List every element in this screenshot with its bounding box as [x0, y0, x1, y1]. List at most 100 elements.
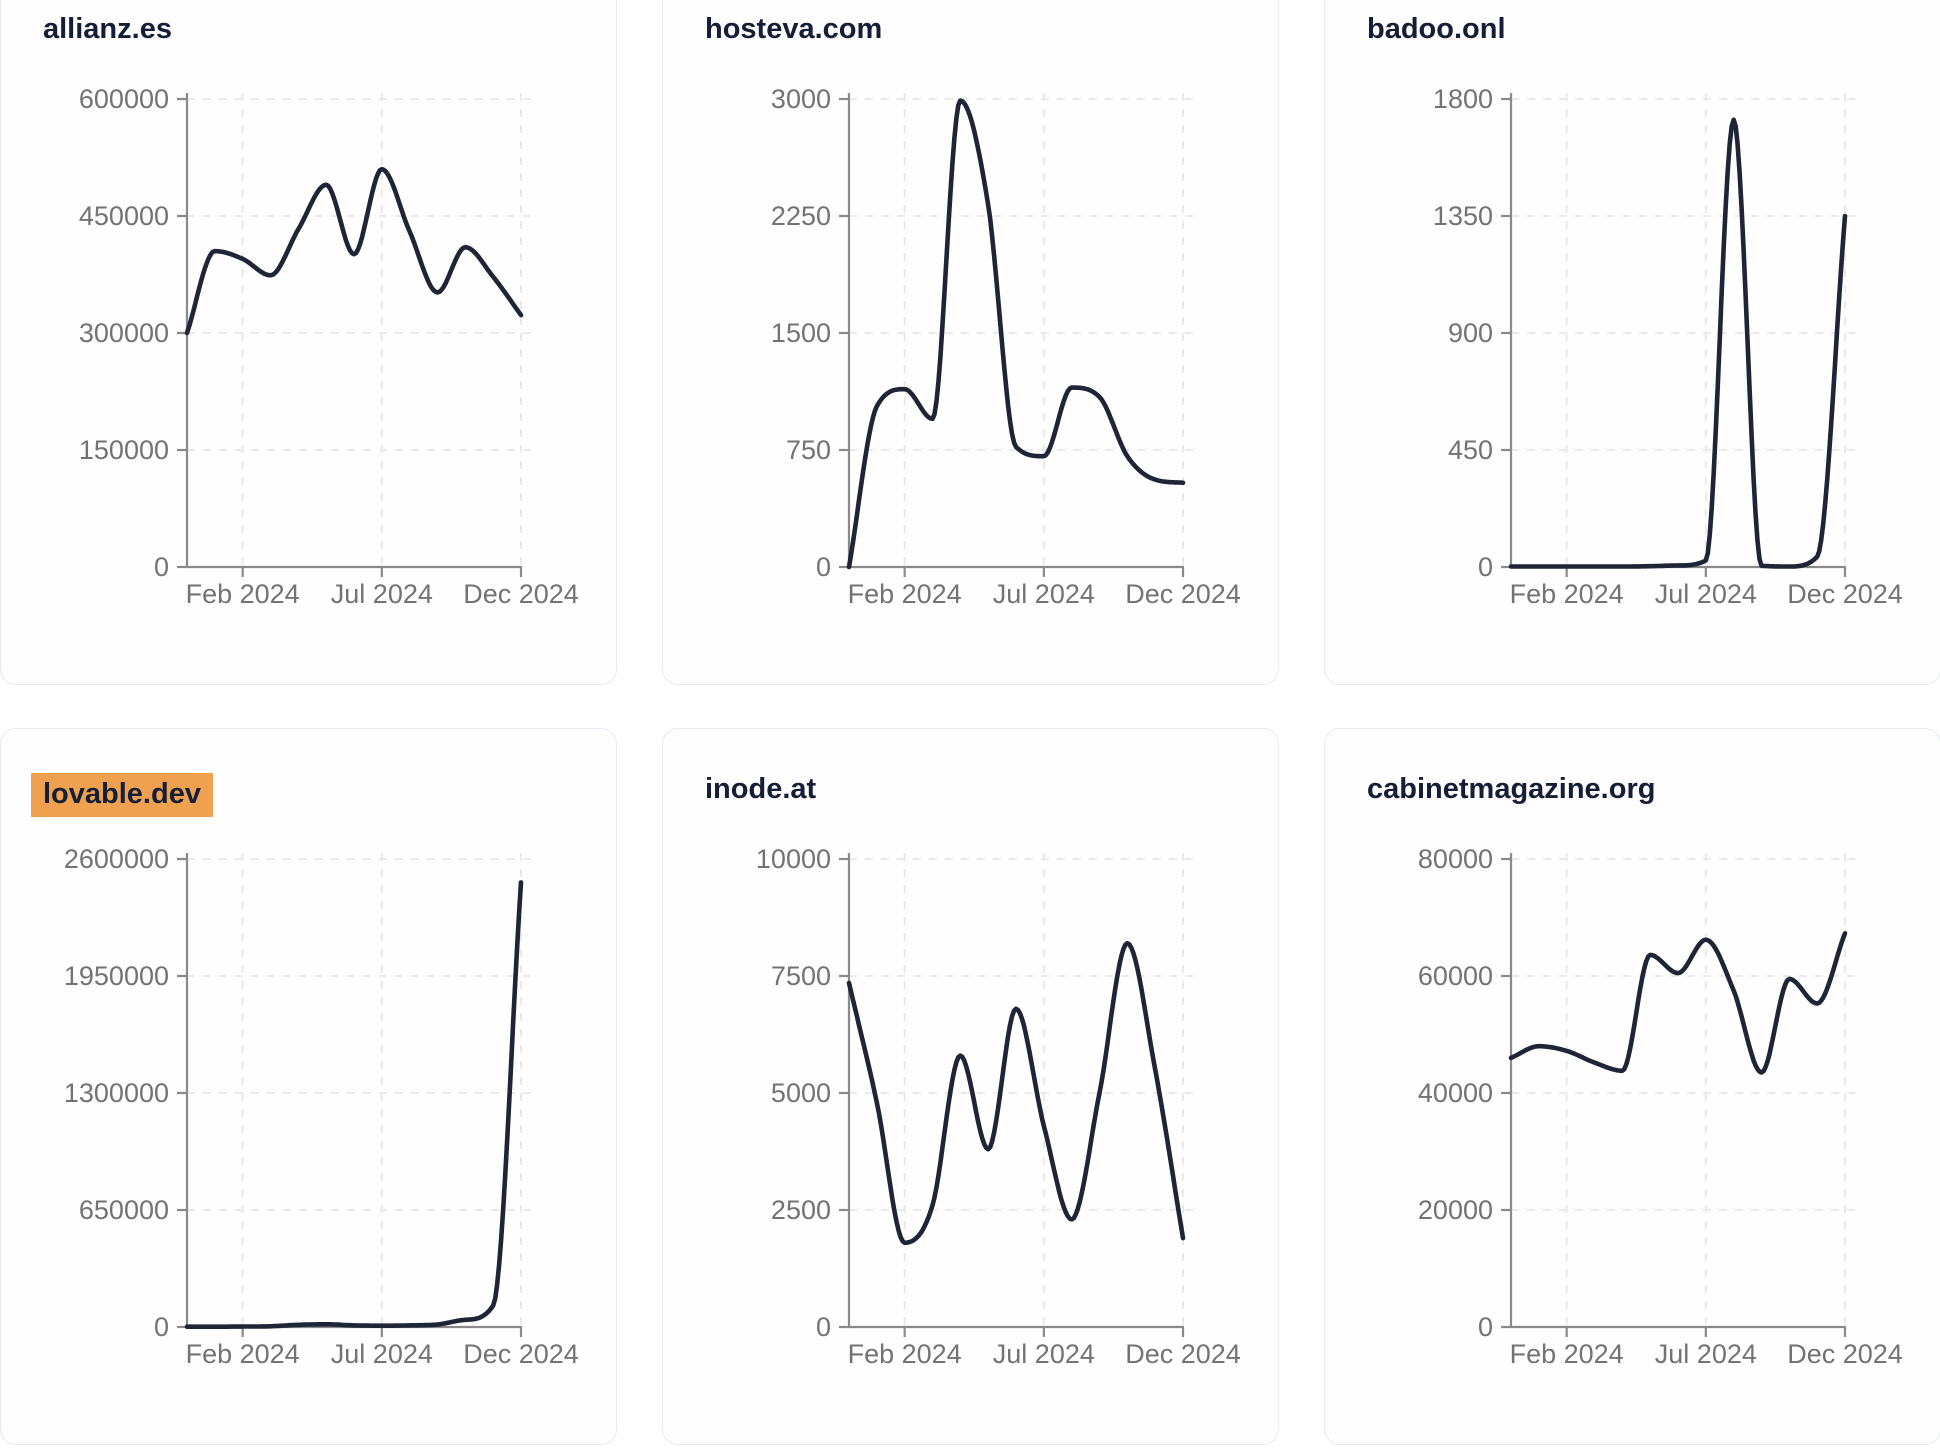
- x-tick-label: Jul 2024: [1655, 1339, 1757, 1369]
- y-tick-label: 0: [816, 552, 831, 582]
- y-tick-label: 5000: [771, 1078, 831, 1108]
- axis-labels: 0 650000 1300000 1950000 2600000 Feb 2024 Jul …: [64, 844, 579, 1369]
- y-tick-label: 1300000: [64, 1078, 169, 1108]
- axis: [185, 853, 522, 1329]
- y-tick-label: 150000: [79, 435, 169, 465]
- chart-title: badoo.onl: [1325, 13, 1940, 46]
- grid-lines: [849, 93, 1197, 567]
- y-tick-label: 80000: [1418, 844, 1493, 874]
- chart-title: lovable.dev: [1, 773, 616, 818]
- line-chart: 0 150000 300000 450000 600000 Feb 2024 Jul 202…: [79, 84, 579, 609]
- x-tick-label: Feb 2024: [848, 1339, 962, 1369]
- y-tick-label: 1950000: [64, 961, 169, 991]
- line-chart: 0 2500 5000 7500 10000 Feb 2024 Jul 2024 Dec 20…: [756, 844, 1241, 1369]
- series-line: [184, 880, 524, 1329]
- y-tick-label: 2600000: [64, 844, 169, 874]
- grid-lines: [187, 93, 535, 567]
- axes: [839, 853, 1185, 1337]
- x-tick-label: Jul 2024: [331, 1339, 433, 1369]
- y-tick-label: 60000: [1418, 961, 1493, 991]
- axes: [177, 853, 523, 1337]
- chart-title-text: hosteva.com: [705, 13, 883, 45]
- series-line: [1508, 931, 1848, 1075]
- grid-lines: [1511, 853, 1859, 1327]
- y-tick-label: 600000: [79, 84, 169, 114]
- axis: [847, 853, 1184, 1329]
- x-tick-label: Dec 2024: [1125, 1339, 1241, 1369]
- x-tick-label: Dec 2024: [1787, 579, 1903, 609]
- chart-card-badoo.onl: badoo.onl 0 450 900 1350 1800 Feb 2024 Jul 202…: [1324, 0, 1940, 685]
- series-line: [846, 940, 1186, 1246]
- grid-lines: [849, 853, 1197, 1327]
- y-tick-label: 450000: [79, 201, 169, 231]
- x-tick-label: Jul 2024: [1655, 579, 1757, 609]
- series-line: [184, 166, 524, 336]
- axes: [177, 93, 523, 577]
- y-tick-label: 0: [816, 1312, 831, 1342]
- axis-labels: 0 20000 40000 60000 80000 Feb 2024 Jul 2024 Dec…: [1418, 844, 1903, 1369]
- axis: [1509, 853, 1846, 1329]
- x-tick-label: Feb 2024: [186, 1339, 300, 1369]
- y-tick-label: 1350: [1433, 201, 1493, 231]
- y-tick-label: 0: [154, 552, 169, 582]
- y-tick-label: 0: [154, 1312, 169, 1342]
- chart-title-text: inode.at: [705, 773, 817, 805]
- grid-lines: [1511, 93, 1859, 567]
- y-tick-label: 750: [786, 435, 831, 465]
- line-chart: 0 750 1500 2250 3000 Feb 2024 Jul 2024 Dec 2024: [771, 84, 1241, 609]
- x-tick-label: Dec 2024: [463, 1339, 579, 1369]
- y-tick-label: 0: [1478, 552, 1493, 582]
- chart-title: allianz.es: [1, 13, 616, 46]
- axes: [839, 93, 1185, 577]
- series-line: [846, 98, 1186, 570]
- chart-card-allianz.es: allianz.es 0 150000 300000 450000 600000 Feb …: [0, 0, 617, 685]
- chart-card-cabinetmagazine.org: cabinetmagazine.org 0 20000 40000 60000 8000…: [1324, 728, 1940, 1445]
- chart-title: hosteva.com: [663, 13, 1278, 46]
- chart-card-inode.at: inode.at 0 2500 5000 7500 10000 Feb 2024 Jul 2…: [662, 728, 1279, 1445]
- x-tick-label: Feb 2024: [1510, 579, 1624, 609]
- line-chart: 0 450 900 1350 1800 Feb 2024 Jul 2024 Dec 2024: [1433, 84, 1903, 609]
- y-tick-label: 900: [1448, 318, 1493, 348]
- y-tick-label: 650000: [79, 1195, 169, 1225]
- y-tick-label: 300000: [79, 318, 169, 348]
- y-tick-label: 450: [1448, 435, 1493, 465]
- y-tick-label: 10000: [756, 844, 831, 874]
- chart-card-lovable.dev: lovable.dev 0 650000 1300000 1950000 2600000…: [0, 728, 617, 1445]
- x-tick-label: Feb 2024: [1510, 1339, 1624, 1369]
- x-tick-label: Dec 2024: [1125, 579, 1241, 609]
- x-tick-label: Feb 2024: [848, 579, 962, 609]
- y-tick-label: 0: [1478, 1312, 1493, 1342]
- x-tick-label: Jul 2024: [993, 579, 1095, 609]
- y-tick-label: 2500: [771, 1195, 831, 1225]
- chart-title-text: cabinetmagazine.org: [1367, 773, 1656, 805]
- axis-labels: 0 450 900 1350 1800 Feb 2024 Jul 2024 Dec 2024: [1433, 84, 1903, 609]
- axis: [847, 93, 1184, 569]
- y-tick-label: 2250: [771, 201, 831, 231]
- chart-card-hosteva.com: hosteva.com 0 750 1500 2250 3000 Feb 2024 Jul …: [662, 0, 1279, 685]
- x-tick-label: Feb 2024: [186, 579, 300, 609]
- axes: [1501, 93, 1847, 577]
- chart-title: inode.at: [663, 773, 1278, 806]
- chart-title-text: allianz.es: [43, 13, 172, 45]
- chart-title: cabinetmagazine.org: [1325, 773, 1940, 806]
- x-tick-label: Dec 2024: [1787, 1339, 1903, 1369]
- chart-title-text: lovable.dev: [31, 773, 213, 818]
- x-tick-label: Jul 2024: [331, 579, 433, 609]
- series-line: [1508, 117, 1848, 569]
- y-tick-label: 7500: [771, 961, 831, 991]
- y-tick-label: 1800: [1433, 84, 1493, 114]
- y-tick-label: 1500: [771, 318, 831, 348]
- axis: [185, 93, 522, 569]
- grid-lines: [187, 853, 535, 1327]
- axis-labels: 0 750 1500 2250 3000 Feb 2024 Jul 2024 Dec 2024: [771, 84, 1241, 609]
- y-tick-label: 20000: [1418, 1195, 1493, 1225]
- axis-labels: 0 150000 300000 450000 600000 Feb 2024 Jul 202…: [79, 84, 579, 609]
- axes: [1501, 853, 1847, 1337]
- line-chart: 0 650000 1300000 1950000 2600000 Feb 2024 Jul …: [64, 844, 579, 1369]
- line-chart: 0 20000 40000 60000 80000 Feb 2024 Jul 2024 Dec…: [1418, 844, 1903, 1369]
- y-tick-label: 3000: [771, 84, 831, 114]
- chart-title-text: badoo.onl: [1367, 13, 1506, 45]
- axis-labels: 0 2500 5000 7500 10000 Feb 2024 Jul 2024 Dec 20…: [756, 844, 1241, 1369]
- axis: [1509, 93, 1846, 569]
